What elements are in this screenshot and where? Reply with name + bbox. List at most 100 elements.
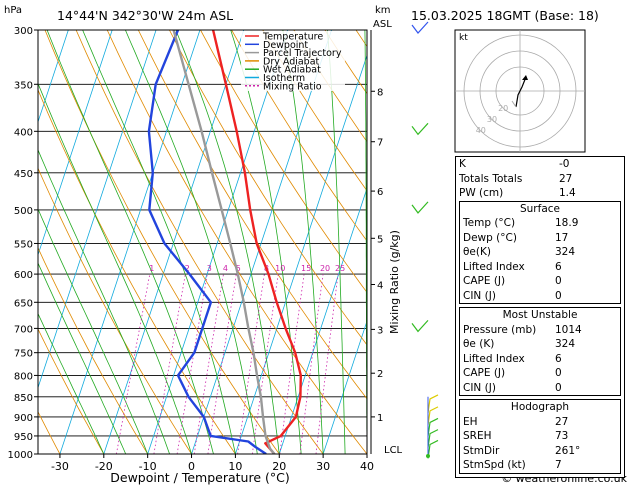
lcl-label: LCL [384,445,403,456]
dry-adiabat-line [38,328,105,454]
x-axis-label: Dewpoint / Temperature (°C) [110,470,289,485]
mixing-ratio-line [116,274,151,454]
wet-adiabat-line [38,262,127,454]
mixing-ratio-line [237,274,265,454]
asl-unit-label: ASL [373,19,392,30]
mixing-ratio-label: 4 [223,264,228,273]
stmdir-label: StmDir [463,444,500,457]
surface-theta-label: θe(K) [463,246,491,258]
temperature-tick-label: 10 [228,460,242,473]
pressure-tick-label: 550 [14,239,33,250]
mixing-ratio-axis-label: Mixing Ratio (g/kg) [388,230,401,334]
wet-adiabat-line [125,30,258,454]
isotherm-line [59,30,201,454]
pressure-tick-label: 400 [14,127,33,138]
legend-item-label: Dewpoint [263,40,308,51]
km-tick-label: 1 [377,413,383,424]
most-unstable-title: Most Unstable [502,309,578,321]
eh-value: 27 [555,415,569,428]
temperature-tick-label: -30 [51,460,69,473]
mu-theta-value: 324 [555,338,576,350]
stmspd-label: StmSpd (kt) [463,459,526,471]
hodograph-trace [515,76,527,108]
wind-barb-icon [411,21,429,34]
pressure-tick-label: 750 [14,349,33,360]
datetime-title: 15.03.2025 18GMT (Base: 18) [411,8,599,23]
mixing-ratio-line [299,274,324,454]
pressure-tick-label: 950 [14,432,33,443]
mixing-ratio-line [153,274,186,454]
legend-item-label: Dry Adiabat [263,56,320,67]
mu-pressure-value: 1014 [555,323,582,336]
km-unit-label: km [375,5,391,16]
temperature-tick-label: -20 [95,460,113,473]
temperature-line [211,30,302,454]
hodograph-ring-label: 20 [498,104,508,113]
surface-cin-label: CIN (J) [463,289,496,302]
dry-adiabat-line [262,30,367,192]
wind-barb-icon [427,439,439,459]
surface-theta-value: 324 [555,246,576,258]
mixing-ratio-label: 15 [301,264,311,273]
pressure-tick-label: 900 [14,413,33,424]
pw-row: PW (cm) 1.4 [456,186,624,201]
mixing-ratio-line [193,274,224,454]
wet-adiabat-line [38,148,170,454]
wet-adiabat-line [282,30,324,454]
pressure-tick-label: 850 [14,393,33,404]
surface-temp-label: Temp (°C) [463,217,516,229]
surface-dewp-label: Dewp (°C) [463,231,517,244]
mu-pressure-label: Pressure (mb) [463,323,537,336]
wind-surface-dot [426,454,430,458]
surface-li-value: 6 [555,260,562,273]
mu-cape-value: 0 [555,367,562,379]
temperature-tick-label: 0 [188,460,195,473]
indices-table: K -0 Totals Totals 27 PW (cm) 1.4 Surface T… [455,156,625,478]
surface-dewp-value: 17 [555,231,569,244]
most-unstable-section: Most Unstable Pressure (mb) 1014 θe (K) 32… [459,307,621,396]
mixing-ratio-line [207,274,237,454]
pressure-tick-label: 700 [14,324,33,335]
wet-adiabat-line [82,30,236,454]
wet-adiabat-line [38,312,105,454]
stmdir-value: 261° [555,444,581,457]
temperature-tick-label: 40 [360,460,374,473]
surface-title: Surface [519,202,560,215]
isotherm-line [38,30,113,256]
hodograph-arrow-icon [522,75,528,80]
legend-item-label: Wet Adiabat [263,65,321,76]
dry-adiabat-line [38,246,149,454]
mixing-ratio-line [279,274,305,454]
dry-adiabat-line [106,30,367,454]
pressure-tick-label: 600 [14,270,33,281]
dry-adiabat-line [75,30,324,454]
hodograph-section: Hodograph EH 27 SREH 73 StmDir 261° StmSpd … [459,399,621,474]
eh-label: EH [463,415,478,428]
wet-adiabat-line [38,82,192,454]
mu-cin-value: 0 [555,381,562,394]
mu-li-value: 6 [555,352,562,365]
hodograph-title: Hodograph [510,401,570,413]
k-index-label: K [459,158,466,170]
mixing-ratio-label: 10 [275,264,285,273]
pressure-tick-label: 350 [14,80,33,91]
location-title: 14°44'N 342°30'W 24m ASL [57,8,233,23]
temperature-tick-label: -10 [139,460,157,473]
km-tick-label: 7 [377,138,383,149]
dry-adiabat-line [38,88,236,454]
stmspd-value: 7 [555,459,562,471]
mixing-ratio-label: 1 [149,264,154,273]
hpa-unit-label: hPa [4,5,22,16]
legend-item-label: Mixing Ratio [263,81,322,92]
wind-barb-icon [411,201,429,214]
pressure-tick-label: 500 [14,206,33,217]
hodograph-ring-label: 40 [476,126,486,135]
temperature-tick-label: 20 [272,460,286,473]
mixing-ratio-label: 3 [207,264,212,273]
wind-barb-icon [411,122,429,136]
isotherm-line [147,30,289,454]
surface-temp-value: 18.9 [555,217,579,229]
mu-cape-label: CAPE (J) [463,367,506,379]
hodograph-kt-label: kt [459,33,468,43]
